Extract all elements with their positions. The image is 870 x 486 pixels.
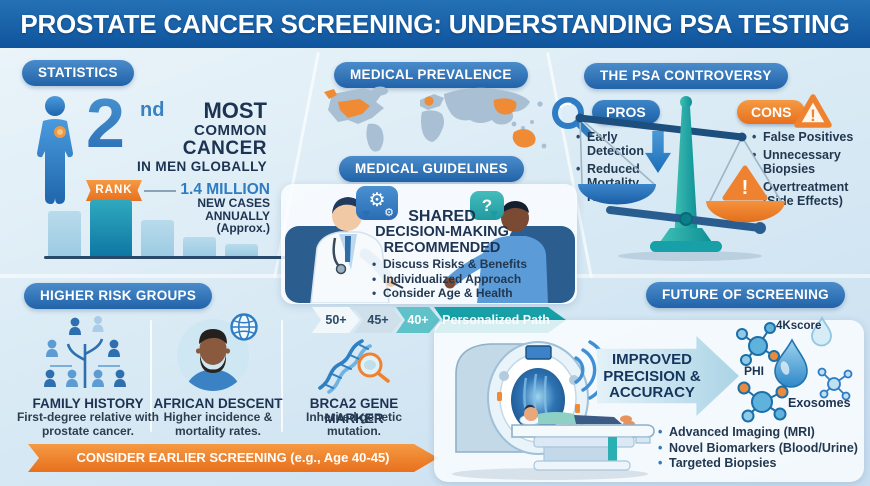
pan-warning-icon: ! <box>722 165 768 201</box>
risk-title-brca2: BRCA2 GENE MARKER <box>309 396 399 426</box>
risk-title-african: AFRICAN DESCENT <box>153 396 283 411</box>
controversy-badge: THE PSA CONTROVERSY <box>584 63 788 89</box>
risk-title-family: FAMILY HISTORY <box>32 396 144 411</box>
cons-warning-icon: ! <box>794 94 832 128</box>
biomarker-icons <box>736 316 853 423</box>
family-tree-icon <box>44 316 126 388</box>
guideline-bullet: Individualized Approach <box>372 272 527 287</box>
header-bar: PROSTATE CANCER SCREENING: UNDERSTANDING… <box>0 0 870 48</box>
molecule-icon <box>736 322 780 366</box>
stat-line-globally: IN MEN GLOBALLY <box>136 159 267 174</box>
rank-bar <box>141 220 174 256</box>
heading-line-1: SHARED <box>408 208 476 225</box>
rank-bar <box>48 211 81 256</box>
infographic-title: PROSTATE CANCER SCREENING: UNDERSTANDING… <box>20 8 850 39</box>
label-4kscore: 4Kscore <box>776 320 822 332</box>
future-badge: FUTURE OF SCREENING <box>646 282 845 308</box>
improved-line-3: ACCURACY <box>609 384 695 401</box>
family-member-icons <box>44 316 126 387</box>
earlier-screening-banner: CONSIDER EARLIER SCREENING (e.g., Age 40… <box>28 444 438 472</box>
label-phi: PHI <box>744 364 765 378</box>
label-exosomes: Exosomes <box>788 396 851 410</box>
heading-line-3: RECOMMENDED <box>383 239 501 256</box>
future-bullet-list: Advanced Imaging (MRI) Novel Biomarkers … <box>658 425 858 472</box>
risk-desc-brca2: Inherited genetic mutation. <box>305 410 403 438</box>
stat-line-common: COMMON <box>194 122 267 139</box>
warning-exclamation: ! <box>810 106 816 125</box>
guideline-bullet: Consider Age & Health <box>372 286 527 301</box>
risk-groups-badge: HIGHER RISK GROUPS <box>24 283 213 309</box>
future-bullet: Novel Biomarkers (Blood/Urine) <box>658 441 858 457</box>
rank-bar-chart <box>48 198 286 256</box>
heading-line-2: DECISION-MAKING <box>375 224 509 240</box>
world-map-icon <box>324 86 547 152</box>
mri-screen <box>525 345 552 360</box>
risk-column-divider <box>150 320 152 432</box>
age-step-45: 45+ <box>354 307 402 333</box>
molecule-icon <box>817 367 853 401</box>
mri-scanner-illustration <box>452 340 655 480</box>
statistics-badge: STATISTICS <box>22 60 134 86</box>
scale-beam <box>576 114 746 141</box>
stat-line-most: MOST <box>203 98 267 123</box>
ribbon-connector-line <box>144 190 176 192</box>
cases-value: 1.4 MILLION <box>180 181 270 198</box>
improved-line-1: IMPROVED <box>611 351 692 368</box>
improved-line-2: PRECISION & <box>603 367 701 385</box>
improved-precision-text: IMPROVED PRECISION & ACCURACY <box>600 351 704 402</box>
mri-patient-figure <box>519 404 635 428</box>
cases-line-1: NEW CASES <box>197 196 270 210</box>
question-speech-bubble: ? <box>470 191 504 220</box>
balance-scale-illustration: ! <box>575 96 785 261</box>
rank-bar-highlighted <box>90 200 132 256</box>
chart-axis-line <box>44 256 290 259</box>
risk-desc-african: Higher incidence & mortality rates. <box>163 410 273 438</box>
rank-number: 2 <box>86 84 125 162</box>
cons-bullet-list: False Positives Unnecessary Biopsies Ove… <box>752 130 856 212</box>
scale-base <box>650 241 722 252</box>
future-bullet: Targeted Biopsies <box>658 456 858 472</box>
cons-bullet: False Positives <box>752 130 856 144</box>
globe-icon <box>230 313 258 341</box>
rank-suffix: nd <box>140 99 165 121</box>
pros-pan <box>578 184 656 205</box>
guideline-bullet: Discuss Risks & Benefits <box>372 257 527 272</box>
mri-table <box>511 424 655 438</box>
gear-icon: ⚙ <box>368 190 386 211</box>
droplet-icon-small <box>811 316 832 347</box>
cons-badge: CONS <box>737 100 806 124</box>
risk-column-divider <box>281 320 283 432</box>
rank-ribbon: RANK <box>86 180 142 201</box>
gear-icon-small: ⚙ <box>384 207 394 219</box>
guidelines-badge: MEDICAL GUIDELINES <box>339 156 524 182</box>
rank-bar <box>225 244 258 256</box>
age-step-50: 50+ <box>312 307 360 333</box>
risk-desc-family: First-degree relative with prostate canc… <box>16 410 160 438</box>
droplet-icon-large <box>774 338 808 388</box>
question-mark-icon: ? <box>481 196 493 215</box>
cons-pan <box>706 201 785 223</box>
age-step-40: 40+ <box>396 307 440 333</box>
dna-icon <box>318 339 390 394</box>
scale-pole <box>674 106 698 240</box>
molecule-icon <box>737 381 789 423</box>
rank-bar <box>183 237 216 256</box>
cases-subtext: NEW CASES ANNUALLY (Approx.) <box>160 197 270 235</box>
future-bullet: Advanced Imaging (MRI) <box>658 425 858 441</box>
magnifier-icon <box>552 97 593 138</box>
shared-decision-heading: SHARED DECISION-MAKING RECOMMENDED <box>360 208 524 256</box>
cons-bullet: Unnecessary Biopsies <box>752 148 856 176</box>
guidelines-bullet-list: Discuss Risks & Benefits Individualized … <box>372 257 527 301</box>
gear-speech-bubble: ⚙ ⚙ <box>356 186 398 220</box>
cases-line-2: ANNUALLY <box>205 208 270 223</box>
pan-warning-exclamation: ! <box>742 177 749 199</box>
cases-line-3: (Approx.) <box>216 221 270 235</box>
male-figure-icon <box>37 96 73 204</box>
stat-line-cancer: CANCER <box>182 138 267 159</box>
african-descent-avatar <box>177 313 258 391</box>
prevalence-badge: MEDICAL PREVALENCE <box>334 62 528 88</box>
